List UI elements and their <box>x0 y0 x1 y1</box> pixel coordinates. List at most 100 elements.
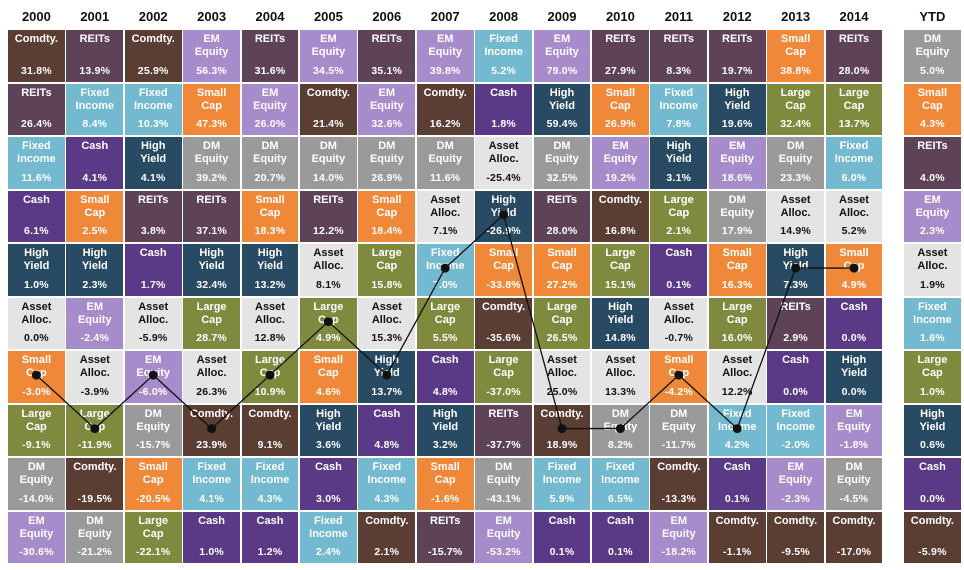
cell-small-cap: Small Cap 2.5% <box>66 190 124 243</box>
return-value: 7.1% <box>432 225 458 238</box>
cell-small-cap: Small Cap 4.6% <box>300 351 357 403</box>
cell-fixed-income: Fixed Income 1.6% <box>904 297 961 350</box>
return-value: 28.7% <box>196 332 227 345</box>
asset-class-label: DM Equity <box>661 407 696 433</box>
return-value: 13.2% <box>254 278 286 291</box>
asset-class-label: High Yield <box>257 247 283 272</box>
return-value: -2.4% <box>80 332 109 345</box>
return-value: 16.3% <box>721 278 753 291</box>
return-value: 2.9% <box>783 332 808 345</box>
cell-fixed-income: Fixed Income 2.4% <box>300 511 357 564</box>
cell-small-cap: Small Cap 47.3% <box>183 83 240 136</box>
asset-class-label: Asset Alloc. <box>313 247 344 272</box>
return-value: 4.9% <box>316 332 341 345</box>
return-value: 31.6% <box>254 64 286 77</box>
cell-asset-alloc: Asset Alloc. 1.9% <box>904 244 961 296</box>
return-value: 26.5% <box>546 332 578 345</box>
asset-class-label: DM Equity <box>915 33 950 58</box>
asset-class-label: Cash <box>548 514 576 527</box>
return-value: 4.8% <box>374 439 400 452</box>
return-value: 39.8% <box>429 64 461 77</box>
cell-large-cap: Large Cap 15.8% <box>358 244 416 296</box>
asset-class-label: Fixed Income <box>250 461 290 486</box>
asset-class-label: DM Equity <box>253 140 287 165</box>
asset-class-label: REITs <box>546 193 578 206</box>
asset-class-label: High Yield <box>81 247 108 272</box>
return-value: 25.0% <box>546 385 578 398</box>
asset-class-label: Small Cap <box>196 86 227 112</box>
return-value: 0.1% <box>608 546 633 559</box>
cell-comdty: Comdty. -17.0% <box>825 511 883 564</box>
cell-dm-equity: DM Equity -14.0% <box>8 458 65 510</box>
return-value: 5.2% <box>841 225 867 238</box>
asset-class-label: Comdty. <box>832 514 876 527</box>
cell-fixed-income: Fixed Income 6.0% <box>825 137 883 189</box>
return-value: -53.2% <box>486 546 521 559</box>
asset-class-label: Fixed Income <box>17 140 56 165</box>
cell-fixed-income: Fixed Income 7.0% <box>416 244 474 296</box>
cell-high-yield: High Yield 3.1% <box>650 137 708 189</box>
asset-class-label: Large Cap <box>430 300 461 326</box>
return-value: 0.0% <box>841 332 867 345</box>
cell-large-cap: Large Cap 28.7% <box>183 297 240 350</box>
asset-class-label: Fixed Income <box>192 461 231 486</box>
cell-small-cap: Small Cap 4.3% <box>904 83 961 136</box>
cell-asset-alloc: Asset Alloc. 12.2% <box>708 351 766 403</box>
return-value: 4.1% <box>82 171 108 184</box>
asset-class-label: Comdty. <box>423 86 467 99</box>
asset-class-label: REITs <box>79 33 110 45</box>
cell-reits: REITs 37.1% <box>183 190 240 243</box>
cell-dm-equity: DM Equity -21.2% <box>66 511 124 564</box>
asset-class-label: Large Cap <box>663 193 694 219</box>
return-value: -3.0% <box>22 385 51 398</box>
return-value: 1.0% <box>920 385 945 398</box>
return-value: -20.5% <box>135 492 171 505</box>
return-value: 3.8% <box>140 225 166 238</box>
cell-comdty: Comdty. -9.5% <box>767 511 824 564</box>
cell-asset-alloc: Asset Alloc. 14.9% <box>767 190 824 243</box>
asset-class-label: DM Equity <box>19 461 54 486</box>
return-value: 32.6% <box>371 118 403 131</box>
asset-class-label: Comdty. <box>481 300 526 313</box>
return-value: -15.7% <box>135 439 171 452</box>
asset-class-label: Cash <box>918 461 946 473</box>
return-value: 38.8% <box>780 64 811 77</box>
return-value: -6.0% <box>138 385 168 398</box>
cell-dm-equity: DM Equity 17.9% <box>708 190 766 243</box>
asset-class-label: EM Equity <box>486 514 521 540</box>
return-value: 15.3% <box>371 332 403 345</box>
return-value: 7.3% <box>783 278 808 291</box>
return-value: 1.9% <box>920 278 945 291</box>
return-value: -1.1% <box>722 546 752 559</box>
cell-asset-alloc: Asset Alloc. 0.0% <box>8 297 65 350</box>
asset-class-label: REITs <box>313 193 344 206</box>
return-value: -25.4% <box>486 171 521 184</box>
asset-class-label: Fixed Income <box>717 407 757 433</box>
return-value: -30.6% <box>19 546 54 559</box>
return-value: -22.1% <box>135 546 171 559</box>
asset-class-label: Large Cap <box>917 354 948 379</box>
asset-class-label: REITs <box>780 300 811 313</box>
asset-class-label: Large Cap <box>21 407 52 433</box>
return-value: 18.4% <box>371 225 403 238</box>
asset-class-label: High Yield <box>432 407 459 433</box>
asset-class-label: Small Cap <box>313 354 344 379</box>
cell-comdty: Comdty. 2.1% <box>358 511 416 564</box>
cell-fixed-income: Fixed Income 10.3% <box>124 83 182 136</box>
cell-em-equity: EM Equity 26.0% <box>241 83 299 136</box>
return-value: 35.1% <box>371 64 403 77</box>
cell-reits: REITs 3.8% <box>124 190 182 243</box>
cell-small-cap: Small Cap 26.9% <box>592 83 649 136</box>
return-value: 0.0% <box>24 332 49 345</box>
asset-class-label: EM Equity <box>428 33 462 58</box>
asset-class-label: Cash <box>665 247 693 259</box>
asset-class-label: REITs <box>722 33 753 45</box>
cell-comdty: Comdty. -19.5% <box>66 458 124 510</box>
cell-cash: Cash 0.0% <box>767 351 824 403</box>
asset-class-label: EM Equity <box>837 407 871 433</box>
cell-asset-alloc: Asset Alloc. 15.3% <box>358 297 416 350</box>
asset-class-label: Asset Alloc. <box>839 193 869 219</box>
asset-class-label: Comdty. <box>657 461 701 473</box>
cell-em-equity: EM Equity 19.2% <box>592 137 649 189</box>
cell-dm-equity: DM Equity 14.0% <box>300 137 357 189</box>
